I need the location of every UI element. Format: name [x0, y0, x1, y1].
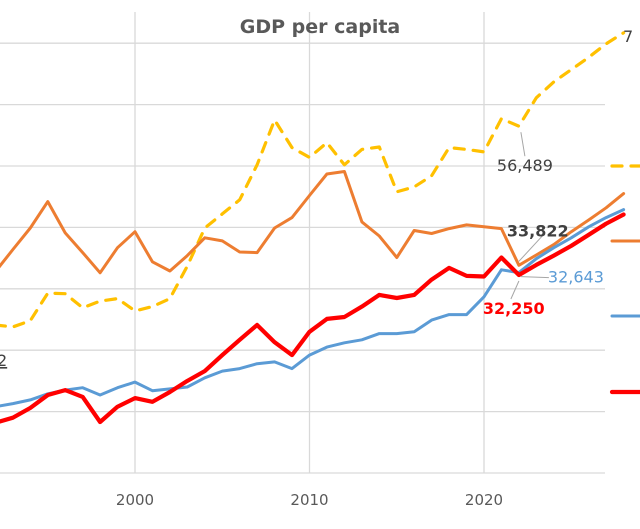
chart-title: GDP per capita — [240, 16, 400, 38]
x-axis-ticks: 2000 2010 2020 — [116, 491, 503, 509]
leader-line — [520, 132, 526, 157]
x-tick-label: 2010 — [290, 491, 328, 509]
x-tick-label: 2000 — [116, 491, 154, 509]
series-blue-data-label: 32,643 — [548, 268, 604, 287]
series-orange-data-label: 33,822 — [507, 221, 569, 240]
series-lines — [0, 31, 626, 425]
clipped-top-right-label: 7 — [623, 27, 633, 46]
leader-line — [518, 234, 544, 262]
legend — [609, 164, 640, 395]
label-leader-lines — [510, 132, 549, 300]
series-yellow-dashed-data-label: 56,489 — [497, 156, 553, 175]
series-yellow-dashed-line — [0, 31, 626, 329]
leader-line — [510, 280, 520, 300]
clipped-left-label: 2 — [0, 351, 7, 370]
series-red-data-label: 32,250 — [483, 299, 545, 318]
leader-line — [520, 276, 549, 279]
series-orange-line — [0, 170, 626, 275]
series-red-line — [0, 212, 626, 425]
x-tick-label: 2020 — [465, 491, 503, 509]
gridlines — [0, 12, 605, 474]
